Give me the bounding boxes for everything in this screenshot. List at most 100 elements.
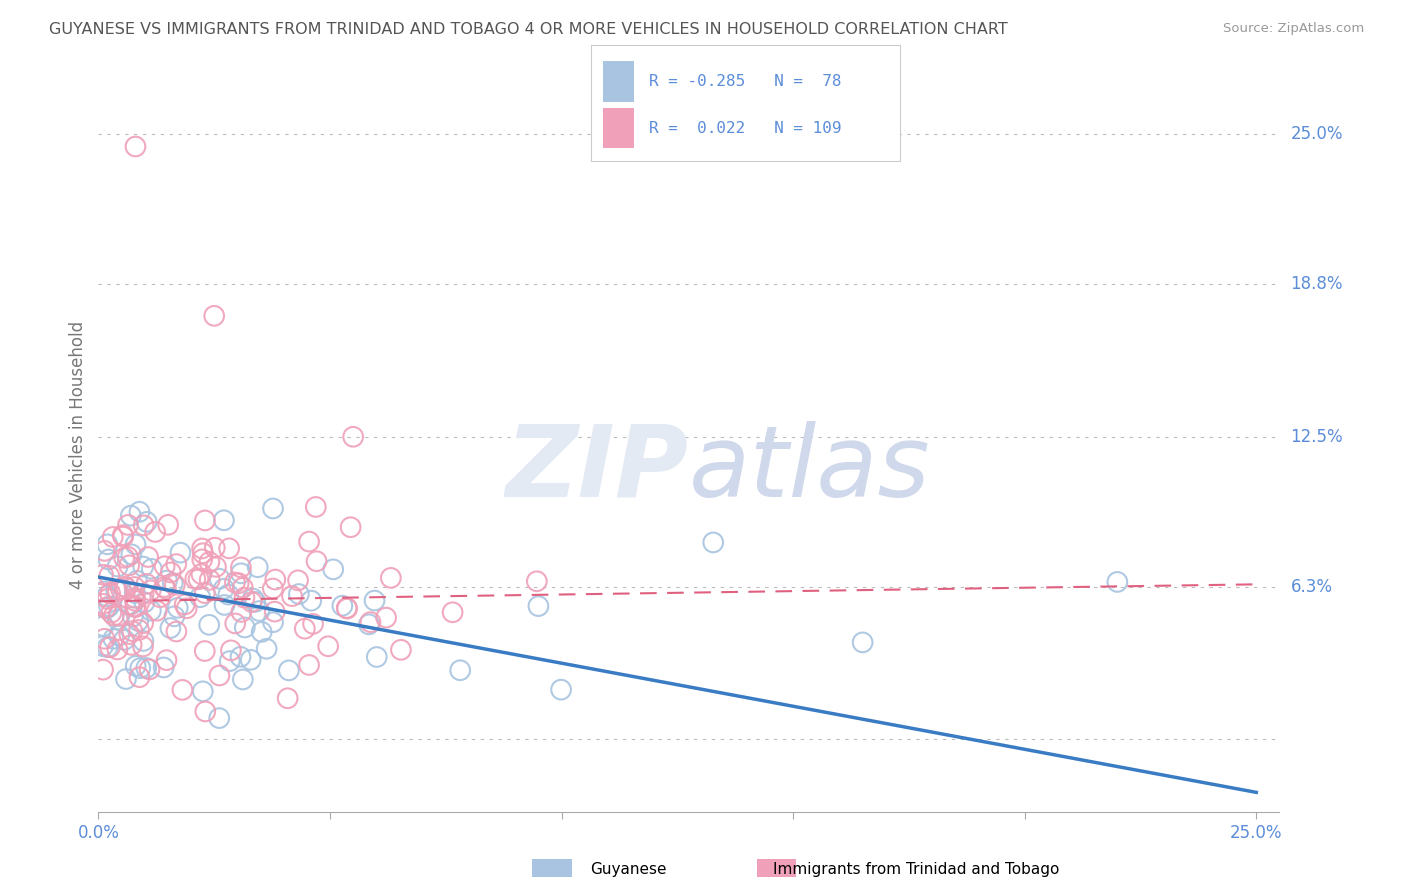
Point (288, 587, 311, 601)
Text: 25.0%: 25.0% (1291, 126, 1343, 144)
Point (202, 309, 225, 323)
Point (198, 573, 221, 587)
Point (375, 610, 398, 624)
Point (159, 566, 181, 580)
Point (162, 576, 184, 591)
Point (152, 660, 174, 674)
Point (527, 599, 550, 613)
Point (190, 567, 212, 582)
Point (110, 582, 132, 597)
Point (143, 524, 166, 539)
Point (135, 577, 157, 591)
Point (136, 549, 159, 564)
Point (1107, 574, 1129, 589)
Point (342, 430, 364, 444)
Point (120, 508, 142, 523)
Point (172, 682, 194, 697)
Point (232, 581, 254, 595)
Text: atlas: atlas (689, 421, 931, 517)
Point (191, 552, 214, 566)
Point (316, 640, 339, 654)
Point (188, 591, 211, 605)
Point (121, 638, 143, 652)
Point (322, 562, 344, 576)
Point (93, 619, 115, 633)
Point (159, 621, 181, 635)
Point (98, 568, 121, 582)
Point (302, 616, 325, 631)
Point (125, 659, 148, 673)
Text: Source: ZipAtlas.com: Source: ZipAtlas.com (1223, 22, 1364, 36)
Text: GUYANESE VS IMMIGRANTS FROM TRINIDAD AND TOBAGO 4 OR MORE VEHICLES IN HOUSEHOLD : GUYANESE VS IMMIGRANTS FROM TRINIDAD AND… (49, 22, 1008, 37)
Point (127, 614, 149, 628)
Point (165, 557, 187, 571)
Point (163, 609, 186, 624)
Point (380, 571, 402, 585)
Point (449, 663, 471, 677)
Point (246, 560, 269, 574)
Point (103, 608, 125, 623)
Point (263, 605, 285, 619)
Point (112, 550, 135, 565)
Point (550, 682, 572, 697)
Point (93, 632, 115, 646)
Point (208, 668, 231, 682)
Text: 12.5%: 12.5% (1291, 428, 1343, 446)
Point (294, 622, 316, 636)
Point (330, 599, 353, 613)
Point (264, 573, 287, 587)
Text: 6.3%: 6.3% (1291, 578, 1333, 596)
Point (91, 663, 114, 677)
Point (305, 554, 328, 568)
Point (262, 582, 284, 596)
Point (256, 641, 278, 656)
Point (239, 653, 262, 667)
Point (91, 639, 114, 653)
Text: R =  0.022   N = 109: R = 0.022 N = 109 (650, 120, 842, 136)
Point (139, 583, 162, 598)
Point (115, 672, 138, 686)
Text: Immigrants from Trinidad and Tobago: Immigrants from Trinidad and Tobago (773, 863, 1060, 877)
Point (117, 517, 139, 532)
Point (702, 535, 724, 549)
Point (153, 580, 176, 594)
Point (132, 634, 155, 648)
Point (240, 595, 263, 609)
Point (245, 595, 267, 609)
Point (176, 601, 198, 615)
Point (305, 500, 328, 514)
Point (852, 635, 875, 649)
Point (97, 640, 120, 655)
Point (100, 606, 122, 620)
Point (231, 605, 253, 619)
Bar (758, 858, 797, 878)
Point (366, 650, 388, 665)
Point (94, 600, 117, 615)
Point (363, 593, 385, 607)
Point (91, 597, 114, 611)
Point (114, 580, 136, 594)
Point (98, 586, 121, 600)
Point (232, 673, 254, 687)
Point (124, 593, 146, 607)
Point (124, 591, 146, 605)
Point (262, 615, 284, 630)
Point (163, 578, 186, 592)
Point (118, 627, 141, 641)
Text: Guyanese: Guyanese (591, 863, 666, 877)
Text: R = -0.285   N =  78: R = -0.285 N = 78 (650, 74, 842, 89)
Point (128, 670, 150, 684)
Point (125, 574, 148, 588)
Point (105, 642, 128, 657)
Point (112, 530, 135, 544)
Point (103, 632, 125, 646)
Point (198, 555, 221, 569)
Point (124, 599, 146, 614)
Point (389, 642, 412, 657)
Point (218, 654, 240, 668)
Point (277, 691, 299, 706)
Point (93, 544, 115, 558)
Point (191, 546, 214, 560)
Point (107, 613, 129, 627)
Point (218, 541, 240, 556)
